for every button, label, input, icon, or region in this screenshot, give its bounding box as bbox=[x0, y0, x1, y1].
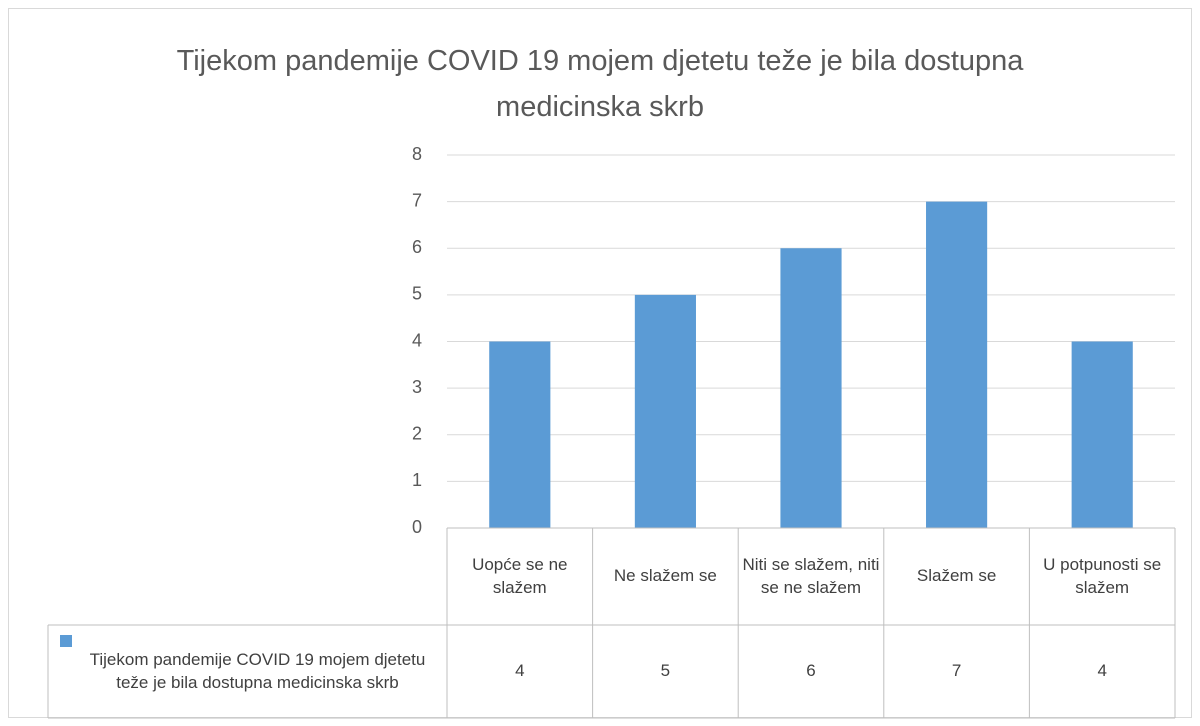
category-cell: Uopće se ne slažem bbox=[472, 555, 568, 597]
bar bbox=[926, 201, 988, 528]
value-cell: 6 bbox=[806, 661, 816, 681]
y-tick-label: 0 bbox=[412, 517, 422, 537]
y-tick-label: 2 bbox=[412, 424, 422, 444]
y-tick-label: 3 bbox=[412, 377, 422, 397]
bar bbox=[634, 294, 696, 528]
value-cell: 4 bbox=[515, 661, 525, 681]
y-tick-label: 1 bbox=[412, 470, 422, 490]
y-tick-label: 4 bbox=[412, 330, 422, 350]
series-name-cell: Tijekom pandemije COVID 19 mojem djetetu… bbox=[89, 650, 426, 692]
y-tick-label: 8 bbox=[412, 144, 422, 164]
bar bbox=[489, 341, 551, 528]
category-cell: Niti se slažem, niti se ne slažem bbox=[742, 555, 880, 597]
y-tick-label: 6 bbox=[412, 237, 422, 257]
y-tick-label: 5 bbox=[412, 284, 422, 304]
category-cell: U potpunosti se slažem bbox=[1043, 555, 1162, 597]
bar bbox=[1071, 341, 1133, 528]
category-cell: Slažem se bbox=[916, 566, 997, 586]
bar bbox=[780, 248, 842, 528]
y-tick-label: 7 bbox=[412, 190, 422, 210]
legend-key bbox=[60, 635, 72, 647]
value-cell: 7 bbox=[951, 661, 962, 681]
chart-title: Tijekom pandemije COVID 19 mojem djetetu… bbox=[176, 45, 1024, 124]
value-cell: 5 bbox=[660, 661, 671, 681]
value-cell: 4 bbox=[1097, 661, 1107, 681]
category-cell: Ne slažem se bbox=[613, 566, 717, 586]
